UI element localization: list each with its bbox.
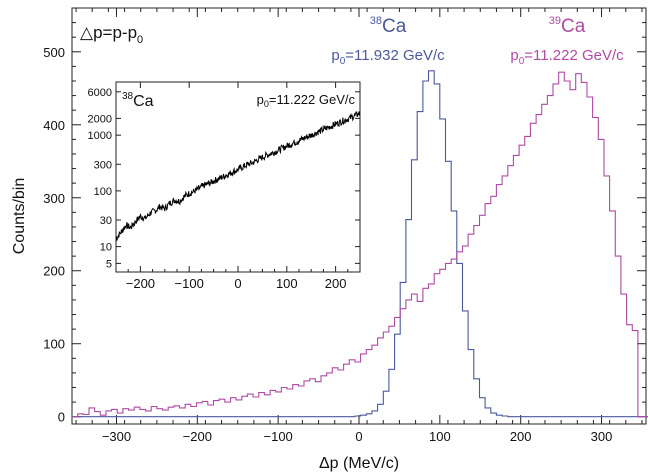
inset-series-0 (115, 111, 361, 242)
x-tick-label: 100 (429, 429, 451, 444)
ca38-p-value: =11.932 GeV/c (345, 47, 445, 64)
y-tick-label: 500 (43, 45, 65, 60)
ca38-p-symbol: p (331, 47, 339, 64)
ca39-p-subscript: 0 (519, 56, 525, 67)
x-tick-label: −200 (183, 429, 212, 444)
inset-element: Ca (133, 93, 154, 110)
inset-momentum-label: p0=11.222 GeV/c (257, 92, 356, 109)
ca39-annotation-title: 39Ca (549, 15, 586, 37)
ca38-element: Ca (382, 16, 407, 37)
inset-x-tick-label: 100 (276, 276, 298, 291)
inset-y-tick-label: 100 (94, 186, 112, 198)
inset-x-tick-label: 200 (325, 276, 347, 291)
ca38-p-subscript: 0 (340, 56, 346, 67)
histogram-series-1 (72, 71, 648, 418)
ca39-momentum-label: p0=11.222 GeV/c (510, 47, 624, 67)
x-tick-label: 0 (355, 429, 362, 444)
inset-y-tick-label: 2000 (88, 113, 112, 125)
inset-mass-number: 38 (122, 91, 134, 102)
definition-subscript: 0 (137, 34, 143, 46)
y-tick-label: 200 (43, 264, 65, 279)
ca38-momentum-label: p0=11.932 GeV/c (331, 47, 445, 67)
ca39-element: Ca (561, 16, 586, 37)
x-axis-title: Δp (MeV/c) (319, 455, 399, 472)
ca38-annotation-title: 38Ca (370, 15, 407, 37)
inset-y-tick-label: 5 (106, 258, 112, 270)
y-tick-label: 0 (58, 410, 65, 425)
inset-plot-frame (115, 81, 361, 273)
x-tick-label: 200 (510, 429, 532, 444)
main-series-group (72, 70, 648, 418)
definition-text: △p=p-p (80, 23, 137, 42)
ca39-mass-number: 39 (549, 15, 561, 27)
y-axis-title: Counts/bin (11, 178, 28, 255)
ca38-mass-number: 38 (370, 15, 382, 27)
x-tick-label: −100 (264, 429, 293, 444)
inset-p-value: =11.222 GeV/c (269, 92, 356, 107)
inset-y-tick-label: 1000 (88, 130, 112, 142)
histogram-series-0 (72, 70, 648, 418)
inset-y-tick-label: 30 (100, 215, 112, 227)
inset-x-tick-label: −200 (126, 276, 155, 291)
inset-y-tick-label: 300 (94, 159, 112, 171)
inset-x-tick-label: −100 (175, 276, 204, 291)
inset-title: 38Ca (122, 91, 154, 110)
inset-p-subscript: 0 (264, 99, 269, 109)
x-tick-label: 300 (591, 429, 613, 444)
inset-x-tick-label: 0 (234, 276, 241, 291)
inset-y-tick-label: 6000 (88, 87, 112, 99)
inset-y-tick-label: 10 (100, 242, 112, 254)
x-tick-label: −300 (102, 429, 131, 444)
y-tick-label: 300 (43, 191, 65, 206)
y-tick-label: 100 (43, 337, 65, 352)
ca39-p-value: =11.222 GeV/c (524, 47, 624, 64)
y-tick-label: 400 (43, 118, 65, 133)
definition-annotation: △p=p-p0 (80, 23, 143, 46)
inset-series-group (115, 111, 361, 242)
ca39-p-symbol: p (510, 47, 518, 64)
inset-axis-ticks: −200 −100 0 100 200 5 10 30 100 300 1000 2000 6000 (88, 82, 361, 291)
inset-p-symbol: p (257, 92, 264, 107)
